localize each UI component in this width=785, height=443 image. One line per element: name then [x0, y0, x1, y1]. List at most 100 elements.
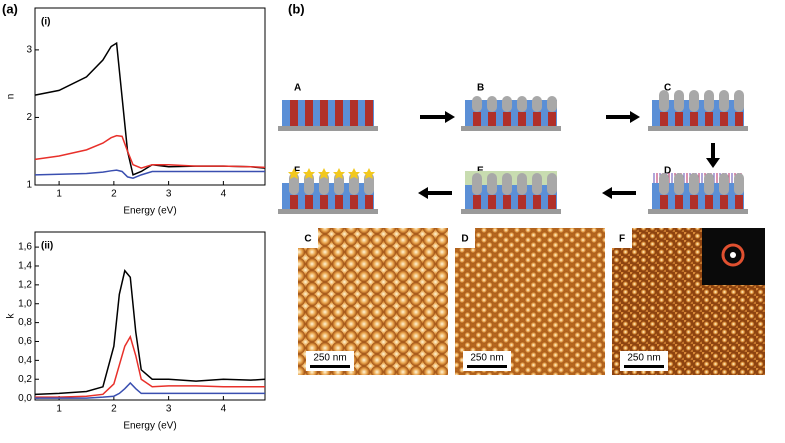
cap	[349, 173, 359, 195]
pillar	[720, 112, 728, 126]
afm-label: D	[461, 234, 468, 245]
panel-label: (ii)	[41, 241, 53, 252]
pillar	[548, 112, 556, 126]
arrowhead	[706, 158, 720, 168]
cap	[517, 173, 527, 195]
pillar	[290, 100, 298, 126]
panel-label: (b)	[288, 1, 305, 16]
pillar	[675, 195, 683, 209]
star	[348, 168, 360, 179]
x-tick-label: 1	[56, 189, 62, 200]
cap	[719, 173, 729, 195]
y-axis-label: n	[6, 94, 17, 100]
y-tick-label: 1	[26, 180, 32, 191]
pillar	[660, 112, 668, 126]
scale-bar	[624, 365, 664, 368]
x-axis-label: Energy (eV)	[123, 206, 176, 217]
step-label: B	[477, 83, 484, 94]
pillar	[735, 195, 743, 209]
data-line	[34, 134, 266, 169]
label-bg	[298, 228, 318, 248]
cap	[659, 173, 669, 195]
cap	[689, 173, 699, 195]
cap	[502, 173, 512, 195]
cap	[689, 90, 699, 112]
cap	[547, 96, 557, 112]
plot-frame	[34, 7, 266, 186]
cap	[547, 173, 557, 195]
y-tick-label: 1,6	[18, 242, 32, 253]
x-tick-label: 4	[221, 189, 227, 200]
arrowhead	[630, 111, 640, 123]
data-line	[35, 334, 265, 398]
pillar	[320, 100, 328, 126]
cap	[487, 96, 497, 112]
afm-label: C	[304, 234, 311, 245]
substrate	[648, 209, 748, 214]
cap	[472, 96, 482, 112]
star	[288, 168, 300, 179]
cap	[532, 96, 542, 112]
cap	[704, 90, 714, 112]
pillar	[473, 195, 481, 209]
pillar	[365, 100, 373, 126]
pillar	[735, 112, 743, 126]
scale-label: 250 nm	[313, 353, 346, 364]
pillar	[518, 112, 526, 126]
schematic: ABCDEF	[278, 83, 748, 214]
y-tick-label: 1,0	[18, 298, 32, 309]
substrate	[461, 126, 561, 131]
panel-label: (i)	[41, 17, 50, 28]
cap	[364, 173, 374, 195]
arrowhead	[445, 111, 455, 123]
cap	[659, 90, 669, 112]
y-tick-label: 0,2	[18, 374, 32, 385]
x-axis-label: Energy (eV)	[123, 421, 176, 432]
fft-ring	[721, 243, 745, 267]
x-tick-label: 4	[221, 404, 227, 415]
label-bg	[455, 228, 475, 248]
afm-images	[298, 228, 765, 375]
x-tick-label: 2	[111, 189, 117, 200]
label-bg	[612, 228, 632, 248]
star	[363, 168, 375, 179]
pillar	[518, 195, 526, 209]
pillar	[533, 112, 541, 126]
scale-bar	[467, 365, 507, 368]
pillar	[675, 112, 683, 126]
arrowhead	[418, 187, 428, 199]
data-line	[34, 269, 266, 396]
cap	[674, 90, 684, 112]
pillar	[335, 100, 343, 126]
afm-labels: C 250 nm D 250 nm F 250 nm	[298, 228, 668, 371]
scale-bar	[310, 365, 350, 368]
cap	[289, 173, 299, 195]
substrate	[278, 209, 378, 214]
arrowhead	[602, 187, 612, 199]
step-label: A	[294, 83, 301, 94]
cap	[734, 90, 744, 112]
pillar	[320, 195, 328, 209]
step-label: D	[664, 166, 671, 177]
cap	[319, 173, 329, 195]
x-tick-label: 2	[111, 404, 117, 415]
pillar	[473, 112, 481, 126]
pillar	[533, 195, 541, 209]
substrate	[461, 209, 561, 214]
pillar	[705, 195, 713, 209]
x-tick-label: 1	[56, 404, 62, 415]
pillar	[705, 112, 713, 126]
y-tick-label: 2	[26, 112, 32, 123]
star	[303, 168, 315, 179]
scale-label: 250 nm	[627, 353, 660, 364]
charts: 1 2 3 4 1 2 3 Energy (eV) n (i) 1 2 3 4 0,0 0,2 0,4 0,6 0,…	[6, 7, 266, 432]
y-tick-label: 0,0	[18, 393, 32, 404]
y-tick-label: 1,2	[18, 279, 32, 290]
data-line	[34, 41, 266, 176]
data-line	[34, 169, 265, 180]
pillar	[290, 195, 298, 209]
scale-label: 250 nm	[470, 353, 503, 364]
pillar	[690, 112, 698, 126]
cap	[517, 96, 527, 112]
